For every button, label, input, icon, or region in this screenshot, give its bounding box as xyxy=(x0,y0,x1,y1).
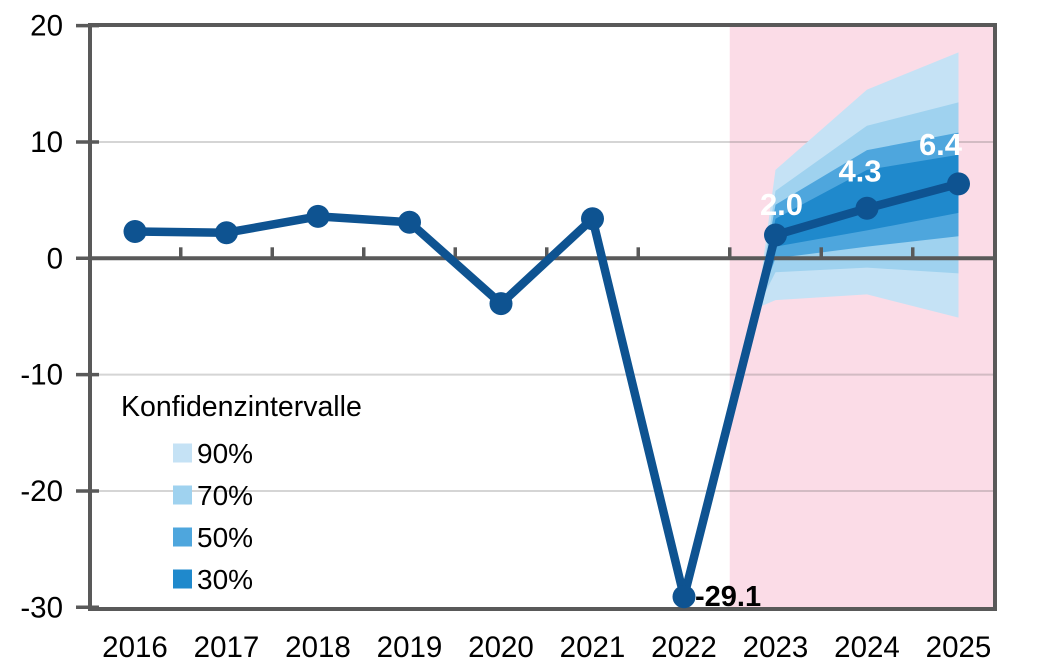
x-axis-label-2022: 2022 xyxy=(651,631,717,664)
x-axis-label-2018: 2018 xyxy=(285,631,351,664)
data-point-2017 xyxy=(215,221,238,245)
point-label-2025: 6.4 xyxy=(919,127,963,162)
x-axis-label-2021: 2021 xyxy=(560,631,626,664)
data-point-2024 xyxy=(855,196,879,220)
x-axis-label-2020: 2020 xyxy=(468,631,534,664)
data-point-2021 xyxy=(581,207,604,231)
x-axis-label-2016: 2016 xyxy=(102,631,168,664)
legend-swatch-90 xyxy=(173,443,192,463)
data-line xyxy=(130,179,963,602)
legend-swatch-50 xyxy=(173,527,192,547)
x-axis-label-2017: 2017 xyxy=(194,631,260,664)
data-point-2023 xyxy=(764,223,787,247)
y-axis-label-0: 0 xyxy=(47,242,63,275)
y-axis-label--30: -30 xyxy=(20,591,63,624)
legend-label-50: 50% xyxy=(197,522,253,553)
x-axis-label-2025: 2025 xyxy=(926,631,992,664)
legend-title: Konfidenzintervalle xyxy=(121,391,362,423)
data-point-2020 xyxy=(489,292,513,316)
plot-frame xyxy=(88,23,997,611)
y-axis-label--10: -10 xyxy=(20,359,63,392)
y-axis-label-10: 10 xyxy=(30,126,63,159)
x-axis-label-2023: 2023 xyxy=(743,631,809,664)
y-axis-label-20: 20 xyxy=(30,10,63,43)
data-point-2022 xyxy=(672,585,696,609)
data-point-2018 xyxy=(306,204,330,228)
point-label-2024: 4.3 xyxy=(838,153,881,188)
x-axis-label-2019: 2019 xyxy=(377,631,443,664)
legend-swatch-30 xyxy=(173,569,192,589)
y-axis-label--20: -20 xyxy=(20,475,63,508)
point-label-2022: -29.1 xyxy=(695,581,761,613)
data-point-2019 xyxy=(398,210,421,234)
legend-label-70: 70% xyxy=(197,480,253,511)
x-axis-label-2024: 2024 xyxy=(834,631,900,664)
legend-label-90: 90% xyxy=(197,438,253,469)
legend-swatch-70 xyxy=(173,485,192,505)
data-point-2016 xyxy=(123,220,147,244)
data-point-2025 xyxy=(947,172,970,196)
legend: Konfidenzintervalle 90% 70% 50% 30% xyxy=(121,391,362,595)
legend-label-30: 30% xyxy=(197,564,253,595)
confidence-band-30 xyxy=(729,154,959,418)
point-label-2023: 2.0 xyxy=(760,187,803,222)
